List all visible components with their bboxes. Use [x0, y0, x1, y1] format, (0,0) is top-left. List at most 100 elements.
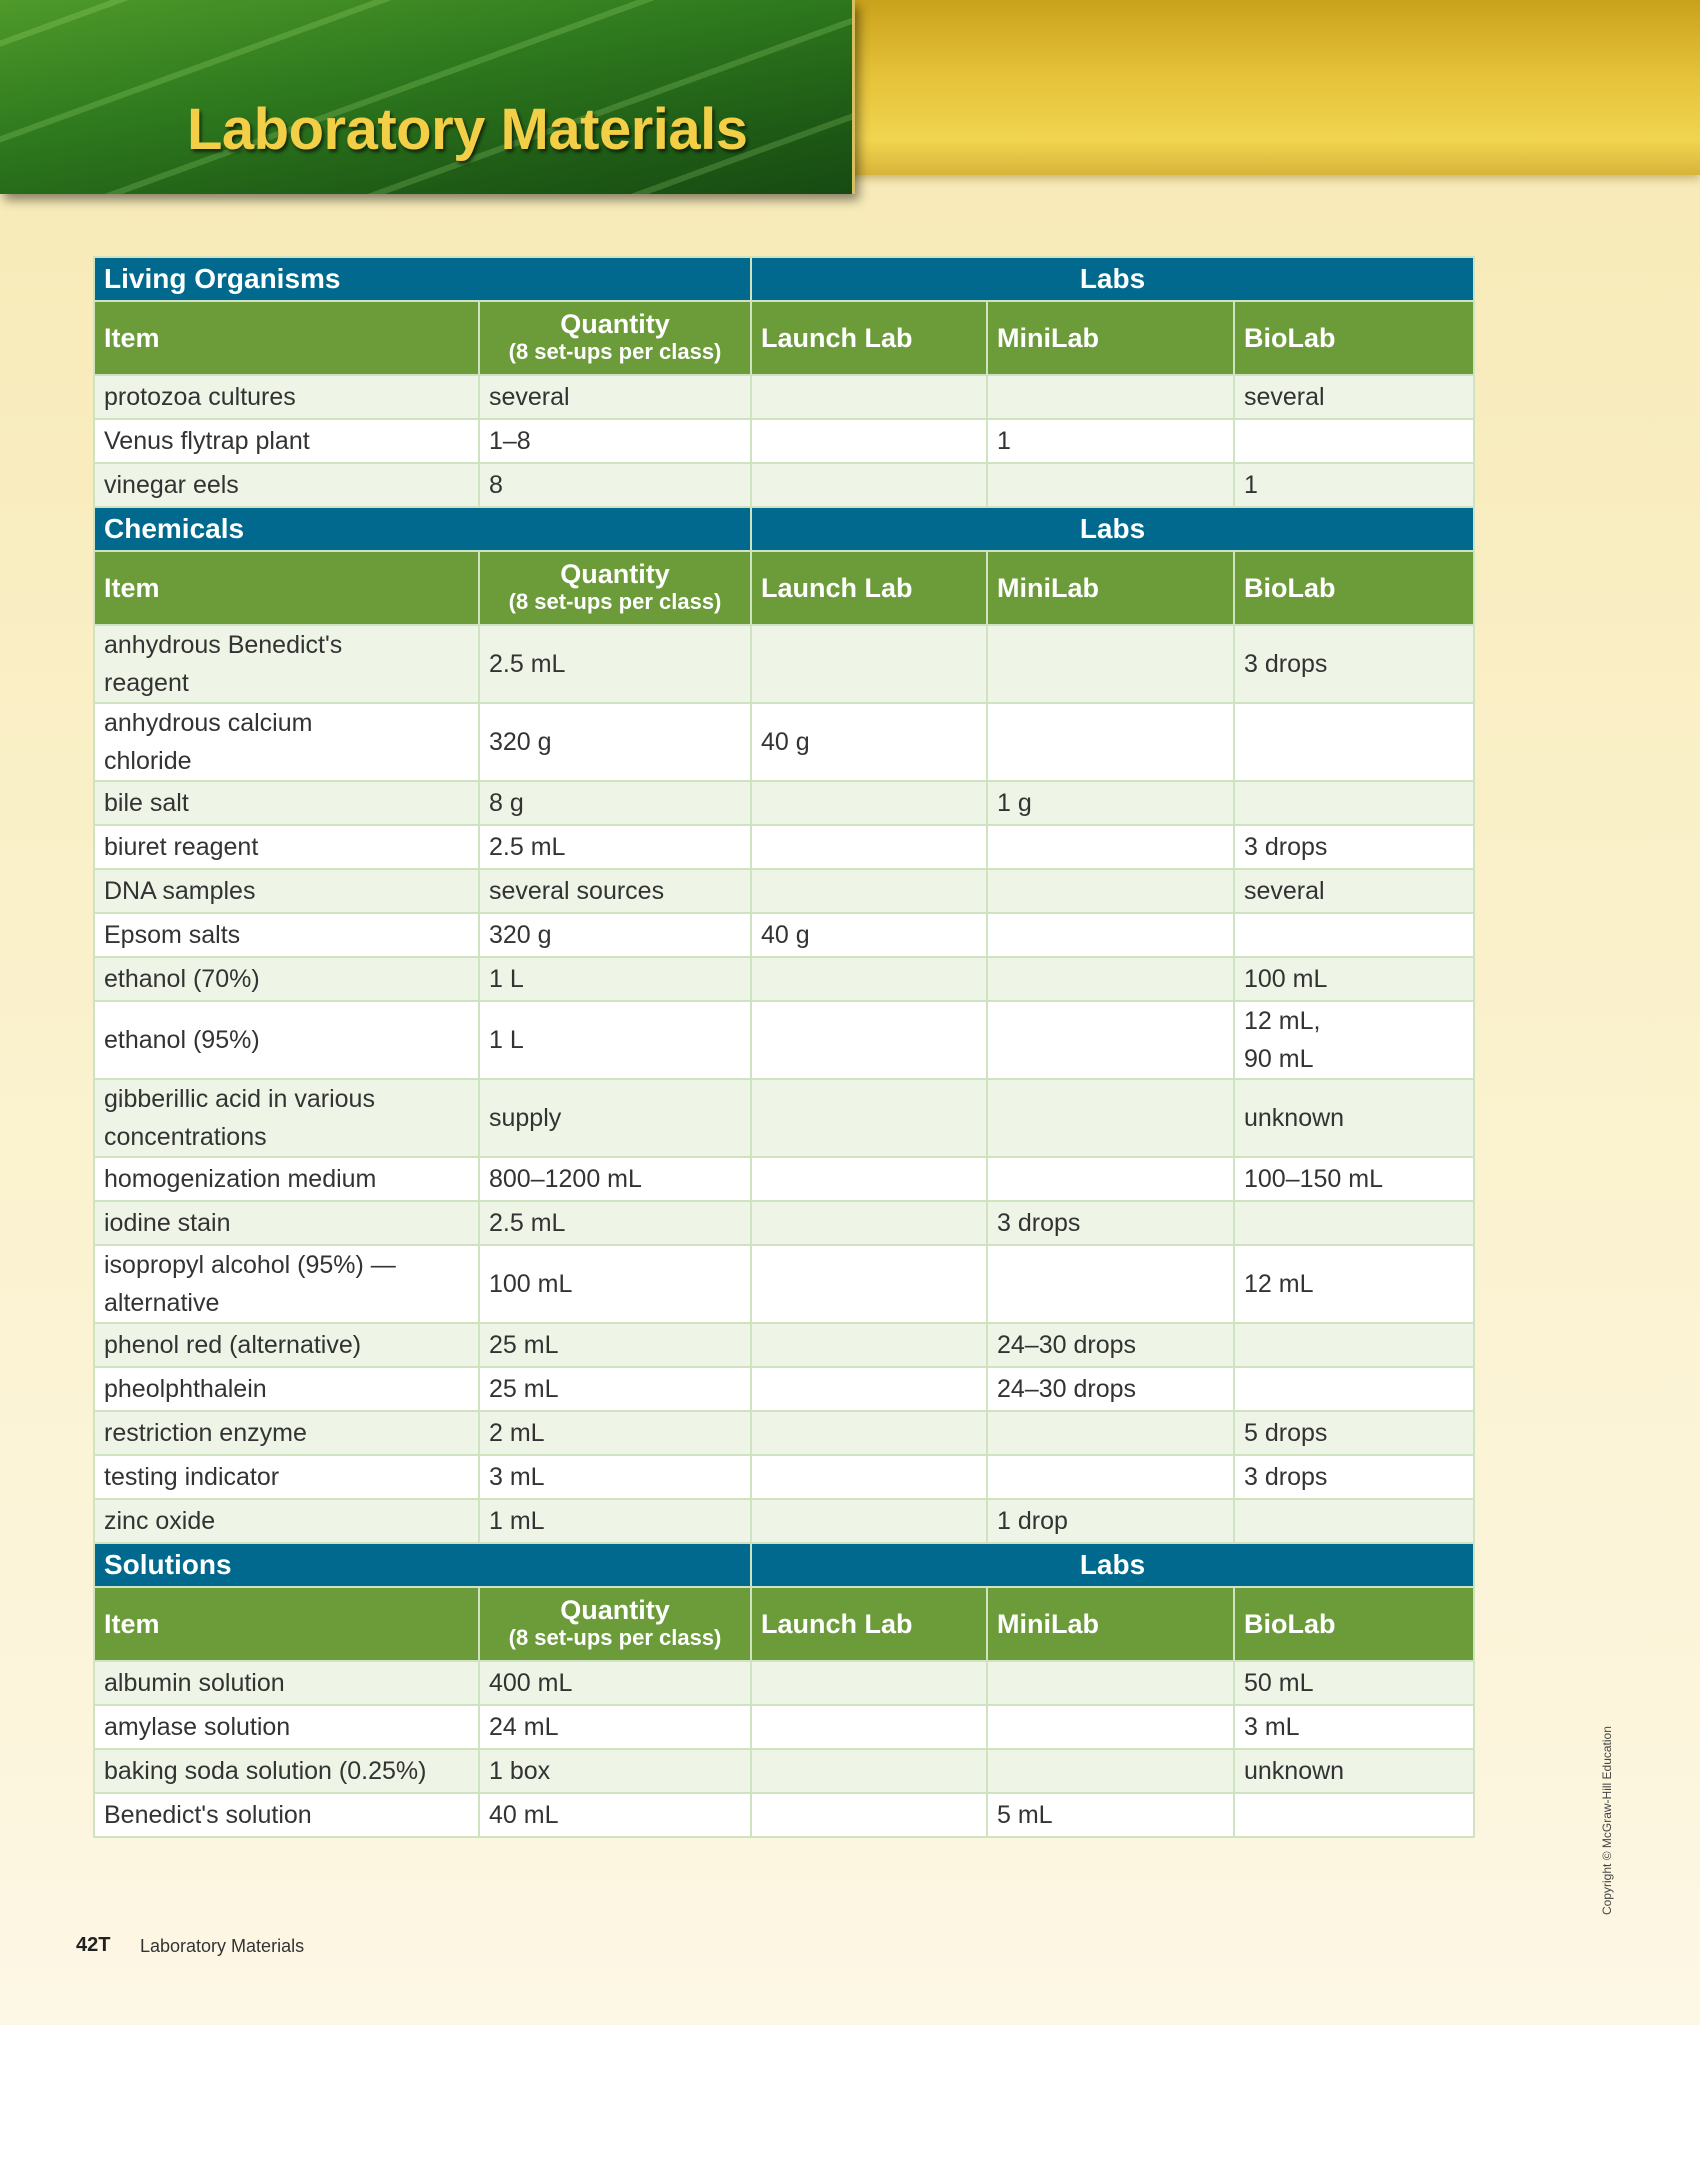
table-cell: 1: [986, 418, 1235, 464]
table-cell: 1 g: [986, 780, 1235, 826]
table-cell: protozoa cultures: [93, 374, 480, 420]
table-cell: 100–150 mL: [1233, 1156, 1475, 1202]
table-cell: [986, 1156, 1235, 1202]
footer-label: Laboratory Materials: [140, 1936, 305, 1956]
table-cell: 100 mL: [478, 1244, 752, 1324]
table-cell: 5 drops: [1233, 1410, 1475, 1456]
table-row: gibberillic acid in various concentratio…: [93, 1078, 1475, 1158]
table-row: vinegar eels 8 1: [93, 462, 1475, 508]
table-cell: 3 drops: [1233, 824, 1475, 870]
column-header: Item: [93, 300, 480, 376]
table-cell: pheolphthalein: [93, 1366, 480, 1412]
column-header-row: Item Quantity (8 set-ups per class) Launch …: [93, 1586, 1475, 1662]
table-cell: several sources: [478, 868, 752, 914]
column-header-row: Item Quantity (8 set-ups per class) Launch …: [93, 550, 1475, 626]
section-title: Living Organisms: [93, 256, 752, 302]
column-header: BioLab: [1233, 1586, 1475, 1662]
table-cell: [750, 418, 988, 464]
table-cell: 3 drops: [1233, 624, 1475, 704]
table-cell: 25 mL: [478, 1366, 752, 1412]
table-cell: 1 L: [478, 956, 752, 1002]
table-cell: [1233, 1498, 1475, 1544]
table-cell: isopropyl alcohol (95%) — alternative: [93, 1244, 480, 1324]
table-cell: amylase solution: [93, 1704, 480, 1750]
table-cell: 320 g: [478, 912, 752, 958]
table-cell: [750, 1498, 988, 1544]
table-row: ethanol (70%) 1 L 100 mL: [93, 956, 1475, 1002]
table-cell: 2.5 mL: [478, 1200, 752, 1246]
quantity-note: (8 set-ups per class): [508, 1625, 722, 1650]
table-row: amylase solution 24 mL 3 mL: [93, 1704, 1475, 1750]
labs-header: Labs: [750, 506, 1475, 552]
table-cell: 2 mL: [478, 1410, 752, 1456]
table-cell: [1233, 1322, 1475, 1368]
table-cell: [750, 1078, 988, 1158]
copyright: Copyright © McGraw-Hill Education: [1600, 1726, 1614, 1915]
table-cell: baking soda solution (0.25%): [93, 1748, 480, 1794]
table-cell: [986, 1704, 1235, 1750]
table-cell: several: [1233, 374, 1475, 420]
table-cell: gibberillic acid in various concentratio…: [93, 1078, 480, 1158]
table-cell: [986, 1454, 1235, 1500]
table-cell: [986, 912, 1235, 958]
table-body: Living Organisms Labs Item Quantity (8 set-u…: [93, 256, 1475, 1838]
table-row: Benedict's solution 40 mL 5 mL: [93, 1792, 1475, 1838]
table-cell: ethanol (95%): [93, 1000, 480, 1080]
table-cell: Benedict's solution: [93, 1792, 480, 1838]
table-cell: 3 drops: [1233, 1454, 1475, 1500]
column-header: Item: [93, 550, 480, 626]
column-header: MiniLab: [986, 1586, 1235, 1662]
table-cell: 1 box: [478, 1748, 752, 1794]
table-cell: [750, 1366, 988, 1412]
column-header: Launch Lab: [750, 550, 988, 626]
table-cell: [750, 1410, 988, 1456]
table-cell: [750, 1200, 988, 1246]
materials-table: Living Organisms Labs Item Quantity (8 set-u…: [93, 256, 1475, 1838]
table-cell: [986, 824, 1235, 870]
table-cell: anhydrous calcium chloride: [93, 702, 480, 782]
table-cell: [750, 1156, 988, 1202]
table-cell: 800–1200 mL: [478, 1156, 752, 1202]
section-header-row: Solutions Labs: [93, 1542, 1475, 1588]
table-row: protozoa cultures several several: [93, 374, 1475, 420]
section-header-row: Living Organisms Labs: [93, 256, 1475, 302]
column-header: BioLab: [1233, 550, 1475, 626]
table-cell: testing indicator: [93, 1454, 480, 1500]
quantity-note: (8 set-ups per class): [508, 589, 722, 614]
page-title: Laboratory Materials: [187, 97, 748, 162]
table-cell: 320 g: [478, 702, 752, 782]
labs-header: Labs: [750, 256, 1475, 302]
table-cell: [1233, 1792, 1475, 1838]
quantity-label: Quantity: [560, 309, 670, 339]
table-cell: 100 mL: [1233, 956, 1475, 1002]
table-cell: anhydrous Benedict's reagent: [93, 624, 480, 704]
column-header: Launch Lab: [750, 1586, 988, 1662]
table-cell: 2.5 mL: [478, 624, 752, 704]
table-cell: 12 mL, 90 mL: [1233, 1000, 1475, 1080]
table-cell: [750, 868, 988, 914]
table-row: anhydrous Benedict's reagent 2.5 mL 3 drop…: [93, 624, 1475, 704]
labs-header: Labs: [750, 1542, 1475, 1588]
table-cell: [1233, 418, 1475, 464]
table-cell: [986, 374, 1235, 420]
column-header: MiniLab: [986, 550, 1235, 626]
table-cell: Venus flytrap plant: [93, 418, 480, 464]
table-cell: [750, 824, 988, 870]
table-cell: [1233, 1200, 1475, 1246]
table-cell: [750, 1244, 988, 1324]
table-cell: ethanol (70%): [93, 956, 480, 1002]
table-row: restriction enzyme 2 mL 5 drops: [93, 1410, 1475, 1456]
table-cell: [750, 1748, 988, 1794]
table-cell: 1 drop: [986, 1498, 1235, 1544]
table-cell: [1233, 912, 1475, 958]
table-cell: [986, 956, 1235, 1002]
table-cell: [986, 1078, 1235, 1158]
table-cell: Epsom salts: [93, 912, 480, 958]
table-row: testing indicator 3 mL 3 drops: [93, 1454, 1475, 1500]
column-header: BioLab: [1233, 300, 1475, 376]
table-cell: several: [478, 374, 752, 420]
table-cell: 24–30 drops: [986, 1322, 1235, 1368]
table-cell: 2.5 mL: [478, 824, 752, 870]
table-cell: 24 mL: [478, 1704, 752, 1750]
table-cell: 40 mL: [478, 1792, 752, 1838]
